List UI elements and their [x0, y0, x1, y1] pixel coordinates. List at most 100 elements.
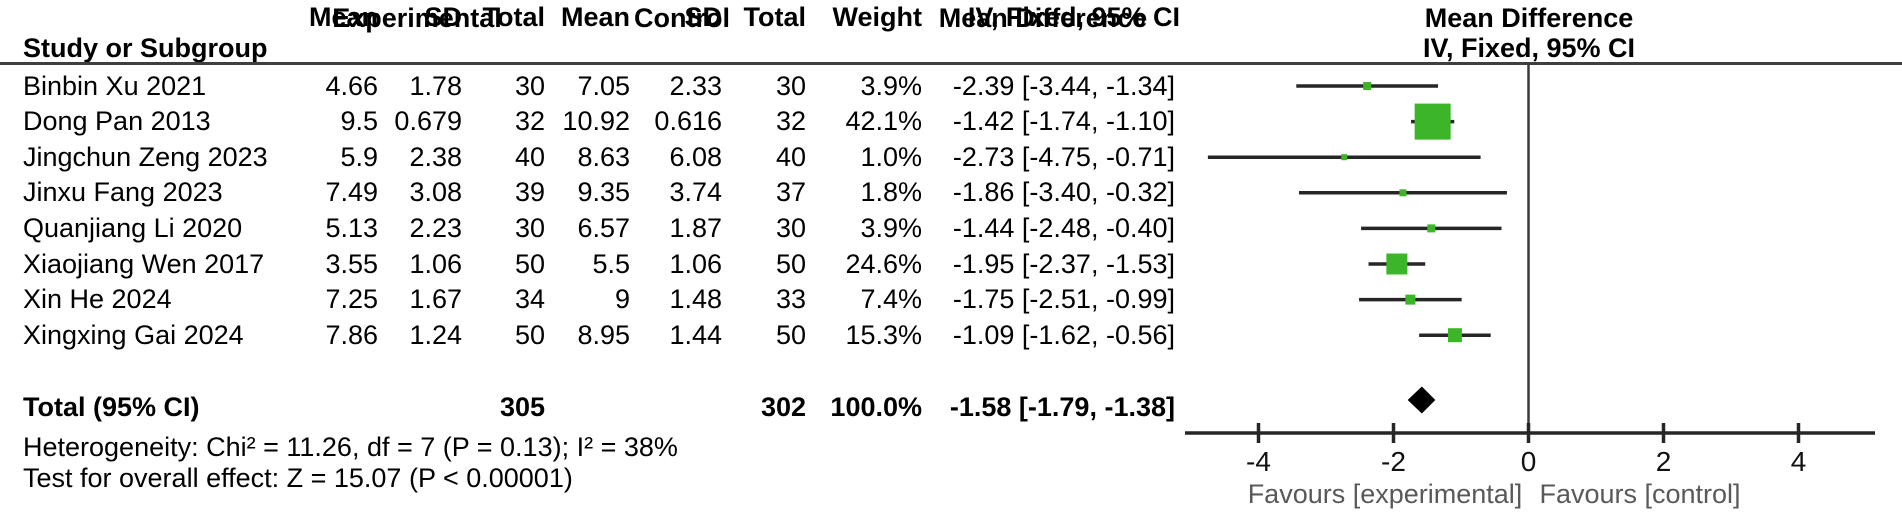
ctrl-sd-value: 6.08 [669, 141, 722, 172]
ci-text: -2.39 [-3.44, -1.34] [952, 70, 1175, 101]
ctrl-mean-value: 7.05 [577, 70, 630, 101]
ctrl-sd-header: SD [684, 2, 722, 32]
weight-value: 3.9% [860, 70, 922, 101]
ctrl-sd-value: 1.87 [669, 212, 722, 243]
axis-tick-label: 2 [1656, 446, 1672, 477]
ctrl-mean-value: 10.92 [562, 106, 630, 137]
exp-mean-value: 7.86 [325, 319, 378, 350]
study-name: Dong Pan 2013 [23, 106, 211, 137]
exp-mean-value: 4.66 [325, 70, 378, 101]
weight-value: 24.6% [845, 248, 922, 279]
ci-text: -1.42 [-1.74, -1.10] [952, 106, 1175, 137]
ctrl-total-value: 50 [775, 248, 806, 279]
table-row: Quanjiang Li 2020 5.13 2.23 30 6.57 1.87 30 3.9… [0, 211, 1902, 246]
exp-mean-value: 5.13 [325, 212, 378, 243]
ctrl-total-value: 33 [775, 284, 806, 315]
study-name: Jingchun Zeng 2023 [23, 141, 268, 172]
weight-value: 1.0% [860, 141, 922, 172]
exp-sd-value: 1.06 [409, 248, 462, 279]
weight-value: 42.1% [845, 106, 922, 137]
heterogeneity-text: Heterogeneity: Chi² = 11.26, df = 7 (P =… [23, 432, 678, 462]
exp-mean-header: Mean [308, 2, 378, 32]
study-name: Quanjiang Li 2020 [23, 212, 243, 243]
study-name: Xin He 2024 [23, 284, 172, 315]
exp-mean-value: 7.25 [325, 284, 378, 315]
axis-tick-label: 0 [1521, 446, 1537, 477]
table-row: Dong Pan 2013 9.5 0.679 32 10.92 0.616 32 42.1%… [0, 104, 1902, 139]
ctrl-mean-value: 5.5 [592, 248, 630, 279]
exp-total-value: 40 [514, 141, 545, 172]
ctrl-total-value: 40 [775, 141, 806, 172]
experimental-group-header: Experimental [332, 3, 502, 33]
ci-text: -1.09 [-1.62, -0.56] [952, 319, 1175, 350]
ctrl-total-value: 37 [775, 177, 806, 208]
control-group-header: Control [634, 3, 730, 33]
exp-sd-value: 2.38 [409, 141, 462, 172]
ctrl-mean-header: Mean [560, 2, 630, 32]
iv-ci-plot-header: IV, Fixed, 95% CI [1422, 33, 1636, 63]
exp-sd-value: 2.23 [409, 212, 462, 243]
exp-mean-value: 9.5 [340, 106, 378, 137]
exp-sd-value: 1.24 [409, 319, 462, 350]
exp-mean-value: 3.55 [325, 248, 378, 279]
ci-text: -1.75 [-2.51, -0.99] [952, 284, 1175, 315]
total-weight: 100.0% [830, 392, 922, 422]
favours-left-label: Favours [experimental] [1248, 479, 1523, 509]
header-rule [0, 62, 1902, 65]
table-row: Xingxing Gai 2024 7.86 1.24 50 8.95 1.44 50 15.… [0, 318, 1902, 353]
total-ctrl-n: 302 [760, 392, 806, 422]
exp-mean-value: 7.49 [325, 177, 378, 208]
study-name: Xiaojiang Wen 2017 [23, 248, 265, 279]
ctrl-total-value: 30 [775, 70, 806, 101]
table-row: Binbin Xu 2021 4.66 1.78 30 7.05 2.33 30 3.9% -2… [0, 69, 1902, 104]
ctrl-total-value: 32 [775, 106, 806, 137]
exp-mean-value: 5.9 [340, 141, 378, 172]
ctrl-total-header: Total [743, 2, 807, 32]
ci-text: -1.44 [-2.48, -0.40] [952, 212, 1175, 243]
ctrl-sd-value: 1.06 [669, 248, 722, 279]
weight-value: 1.8% [860, 177, 922, 208]
study-name: Binbin Xu 2021 [23, 70, 207, 101]
ctrl-total-value: 50 [775, 319, 806, 350]
ctrl-sd-value: 3.74 [669, 177, 722, 208]
ctrl-mean-value: 9 [614, 284, 630, 315]
mean-difference-plot-header: Mean Difference [1424, 3, 1634, 33]
favours-right-label: Favours [control] [1539, 479, 1740, 509]
exp-sd-value: 1.78 [409, 70, 462, 101]
weight-value: 3.9% [860, 212, 922, 243]
table-row: Jingchun Zeng 2023 5.9 2.38 40 8.63 6.08 40 1.0… [0, 140, 1902, 175]
ctrl-sd-value: 0.616 [654, 106, 722, 137]
ctrl-total-value: 30 [775, 212, 806, 243]
total-label: Total (95% CI) [23, 392, 200, 422]
exp-sd-value: 1.67 [409, 284, 462, 315]
total-row: Total (95% CI) 305 302 100.0% -1.58 [-1.… [0, 390, 1902, 425]
exp-sd-value: 0.679 [394, 106, 462, 137]
exp-sd-value: 3.08 [409, 177, 462, 208]
exp-total-header: Total [482, 2, 546, 32]
weight-value: 15.3% [845, 319, 922, 350]
ctrl-sd-value: 1.44 [669, 319, 722, 350]
total-exp-n: 305 [499, 392, 545, 422]
ctrl-mean-value: 8.63 [577, 141, 630, 172]
overall-effect-text: Test for overall effect: Z = 15.07 (P < … [23, 463, 573, 493]
ctrl-sd-value: 1.48 [669, 284, 722, 315]
exp-total-value: 32 [514, 106, 545, 137]
axis-tick-label: -4 [1246, 446, 1271, 477]
study-column-header: Study or Subgroup [23, 33, 268, 63]
mean-difference-column-header: Mean Difference [938, 3, 1148, 33]
weight-value: 7.4% [860, 284, 922, 315]
total-ci-text: -1.58 [-1.79, -1.38] [949, 392, 1175, 422]
exp-total-value: 30 [514, 212, 545, 243]
exp-total-value: 50 [514, 319, 545, 350]
table-row: Jinxu Fang 2023 7.49 3.08 39 9.35 3.74 37 1.8% -… [0, 175, 1902, 210]
study-name: Xingxing Gai 2024 [23, 319, 244, 350]
ci-text: -2.73 [-4.75, -0.71] [952, 141, 1175, 172]
weight-header: Weight [832, 2, 923, 32]
ctrl-sd-value: 2.33 [669, 70, 722, 101]
exp-total-value: 30 [514, 70, 545, 101]
axis-tick-label: 4 [1791, 446, 1807, 477]
ctrl-mean-value: 6.57 [577, 212, 630, 243]
ctrl-mean-value: 9.35 [577, 177, 630, 208]
axis-tick-label: -2 [1381, 446, 1406, 477]
